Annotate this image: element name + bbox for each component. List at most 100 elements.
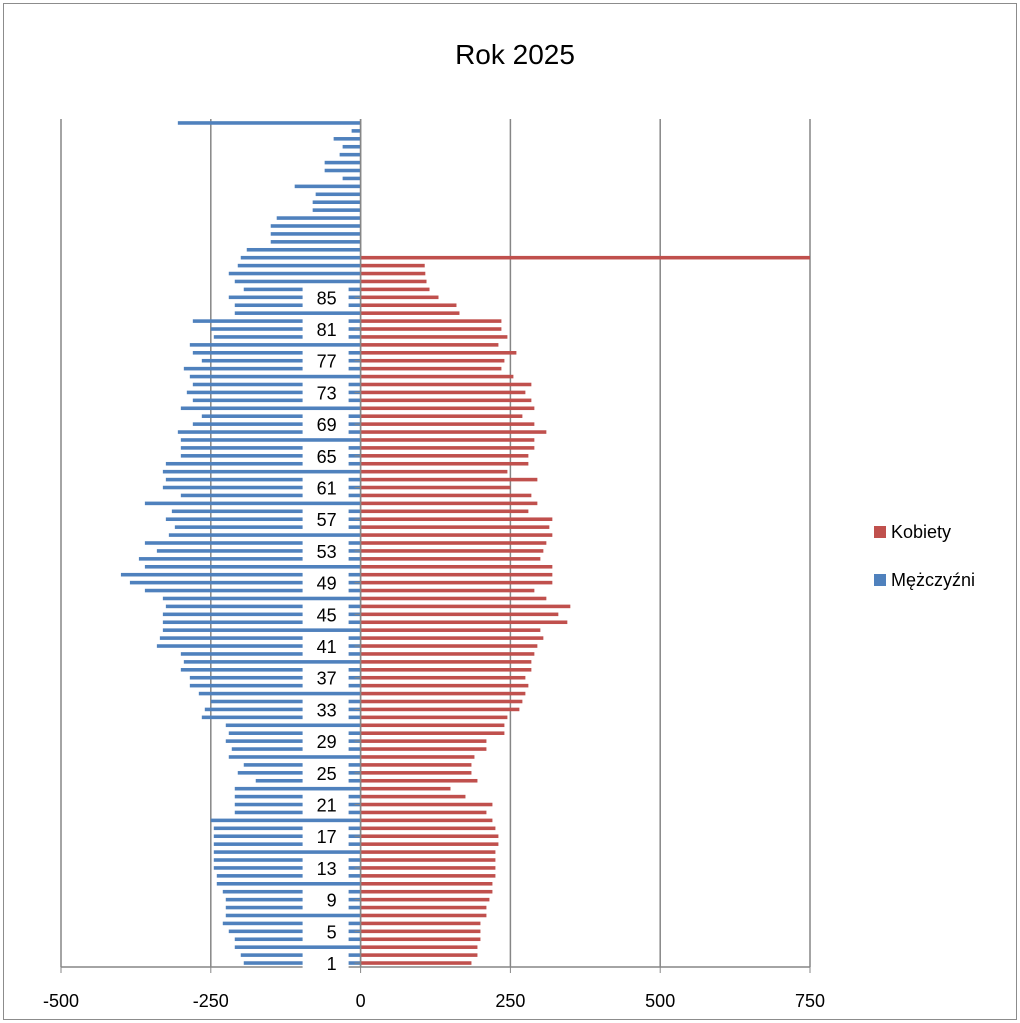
bar-mezczyzni [129, 580, 361, 585]
bar-kobiety [360, 628, 541, 632]
bar-mezczyzni [192, 382, 361, 387]
bar-kobiety [360, 327, 502, 331]
bar-kobiety [360, 834, 499, 839]
bar-mezczyzni [276, 216, 361, 220]
bar-mezczyzni [213, 850, 361, 854]
chart: -500 -250 0 250 500 750 1 5 9 13 17 21 25 29 33 37 41 45 4… [43, 39, 975, 1011]
bar-kobiety [360, 652, 535, 656]
bar-kobiety [360, 691, 526, 696]
y-tick-label-bg [302, 286, 349, 309]
bar-mezczyzni [240, 255, 361, 260]
bar-kobiety [360, 913, 487, 918]
y-tick-label: 1 [327, 954, 337, 974]
y-tick-label: 21 [317, 796, 337, 816]
bar-mezczyzni [165, 604, 361, 609]
bar-kobiety [360, 778, 478, 783]
bar-mezczyzni [177, 121, 361, 125]
bar-mezczyzni [225, 739, 361, 743]
bar-mezczyzni [180, 652, 361, 656]
bar-kobiety [360, 897, 490, 902]
chart-title: Rok 2025 [455, 39, 575, 70]
bar-kobiety [360, 596, 547, 601]
bar-mezczyzni [333, 137, 361, 141]
bar-kobiety [360, 850, 496, 854]
bar-kobiety [360, 858, 496, 862]
y-tick-label-bg [302, 793, 349, 816]
bar-kobiety [360, 715, 508, 720]
bar-mezczyzni [192, 319, 361, 323]
bar-kobiety [360, 430, 547, 434]
bar-kobiety [360, 731, 505, 735]
bar-mezczyzni [243, 961, 361, 965]
bar-kobiety [360, 882, 493, 886]
bar-kobiety [360, 683, 529, 688]
bar-kobiety [360, 422, 535, 426]
bar-kobiety [360, 319, 502, 323]
bar-kobiety [360, 818, 493, 823]
bar-kobiety [360, 771, 472, 775]
axes: -500 -250 0 250 500 750 1 5 9 13 17 21 25 29 33 37 41 45 4… [43, 119, 825, 1011]
bar-kobiety [360, 446, 535, 450]
bar-kobiety [360, 802, 493, 807]
bar-mezczyzni [180, 446, 361, 450]
bar-mezczyzni [213, 826, 361, 831]
y-tick-label-bg [302, 539, 349, 562]
bar-kobiety [360, 961, 472, 965]
bar-mezczyzni [228, 271, 361, 276]
bar-mezczyzni [222, 889, 361, 894]
bar-mezczyzni [180, 406, 361, 411]
bar-kobiety [360, 953, 478, 957]
bar-kobiety [360, 382, 532, 387]
bar-mezczyzni [162, 485, 361, 490]
bar-kobiety [360, 549, 544, 553]
bar-kobiety [360, 588, 535, 593]
bar-mezczyzni [342, 176, 361, 181]
bar-mezczyzni [324, 168, 361, 173]
bar-mezczyzni [228, 295, 361, 300]
bar-kobiety [360, 937, 481, 942]
bar-mezczyzni [234, 786, 361, 791]
bar-kobiety [360, 454, 529, 458]
bar-kobiety [360, 374, 514, 379]
legend-swatch-kobiety [874, 526, 886, 538]
bar-mezczyzni [243, 763, 361, 767]
x-tick-label: -250 [193, 991, 229, 1011]
bar-mezczyzni [159, 636, 361, 640]
bar-kobiety [360, 675, 526, 680]
bar-kobiety [360, 295, 439, 300]
bar-kobiety [360, 620, 568, 625]
y-tick-label-bg [302, 761, 349, 784]
y-tick-label-bg [302, 635, 349, 658]
bar-mezczyzni [237, 263, 361, 268]
y-tick-label: 37 [317, 669, 337, 689]
bar-kobiety [360, 564, 553, 569]
bar-kobiety [360, 945, 478, 949]
bar-mezczyzni [144, 564, 361, 569]
bar-kobiety [360, 414, 523, 418]
y-tick-label-bg [302, 476, 349, 499]
bar-mezczyzni [165, 517, 361, 522]
y-tick-label: 49 [317, 574, 337, 594]
bar-mezczyzni [234, 802, 361, 807]
bar-mezczyzni [165, 477, 361, 482]
bar-kobiety [360, 351, 517, 355]
bar-kobiety [360, 358, 505, 363]
bar-mezczyzni [183, 366, 361, 371]
bar-mezczyzni [231, 747, 361, 751]
bar-kobiety [360, 501, 538, 506]
y-tick-label-bg [302, 666, 349, 689]
y-tick-label: 65 [317, 447, 337, 467]
bar-mezczyzni [216, 882, 361, 886]
bar-mezczyzni [189, 343, 361, 347]
bar-mezczyzni [183, 660, 361, 664]
bar-kobiety [360, 271, 426, 276]
bar-kobiety [360, 517, 553, 522]
bar-mezczyzni [213, 834, 361, 839]
bar-mezczyzni [171, 509, 361, 514]
bar-kobiety [360, 866, 496, 870]
bar-mezczyzni [201, 358, 361, 363]
x-tick-label: 250 [495, 991, 525, 1011]
y-tick-label: 5 [327, 922, 337, 942]
bar-kobiety [360, 668, 532, 672]
bar-kobiety [360, 477, 538, 482]
